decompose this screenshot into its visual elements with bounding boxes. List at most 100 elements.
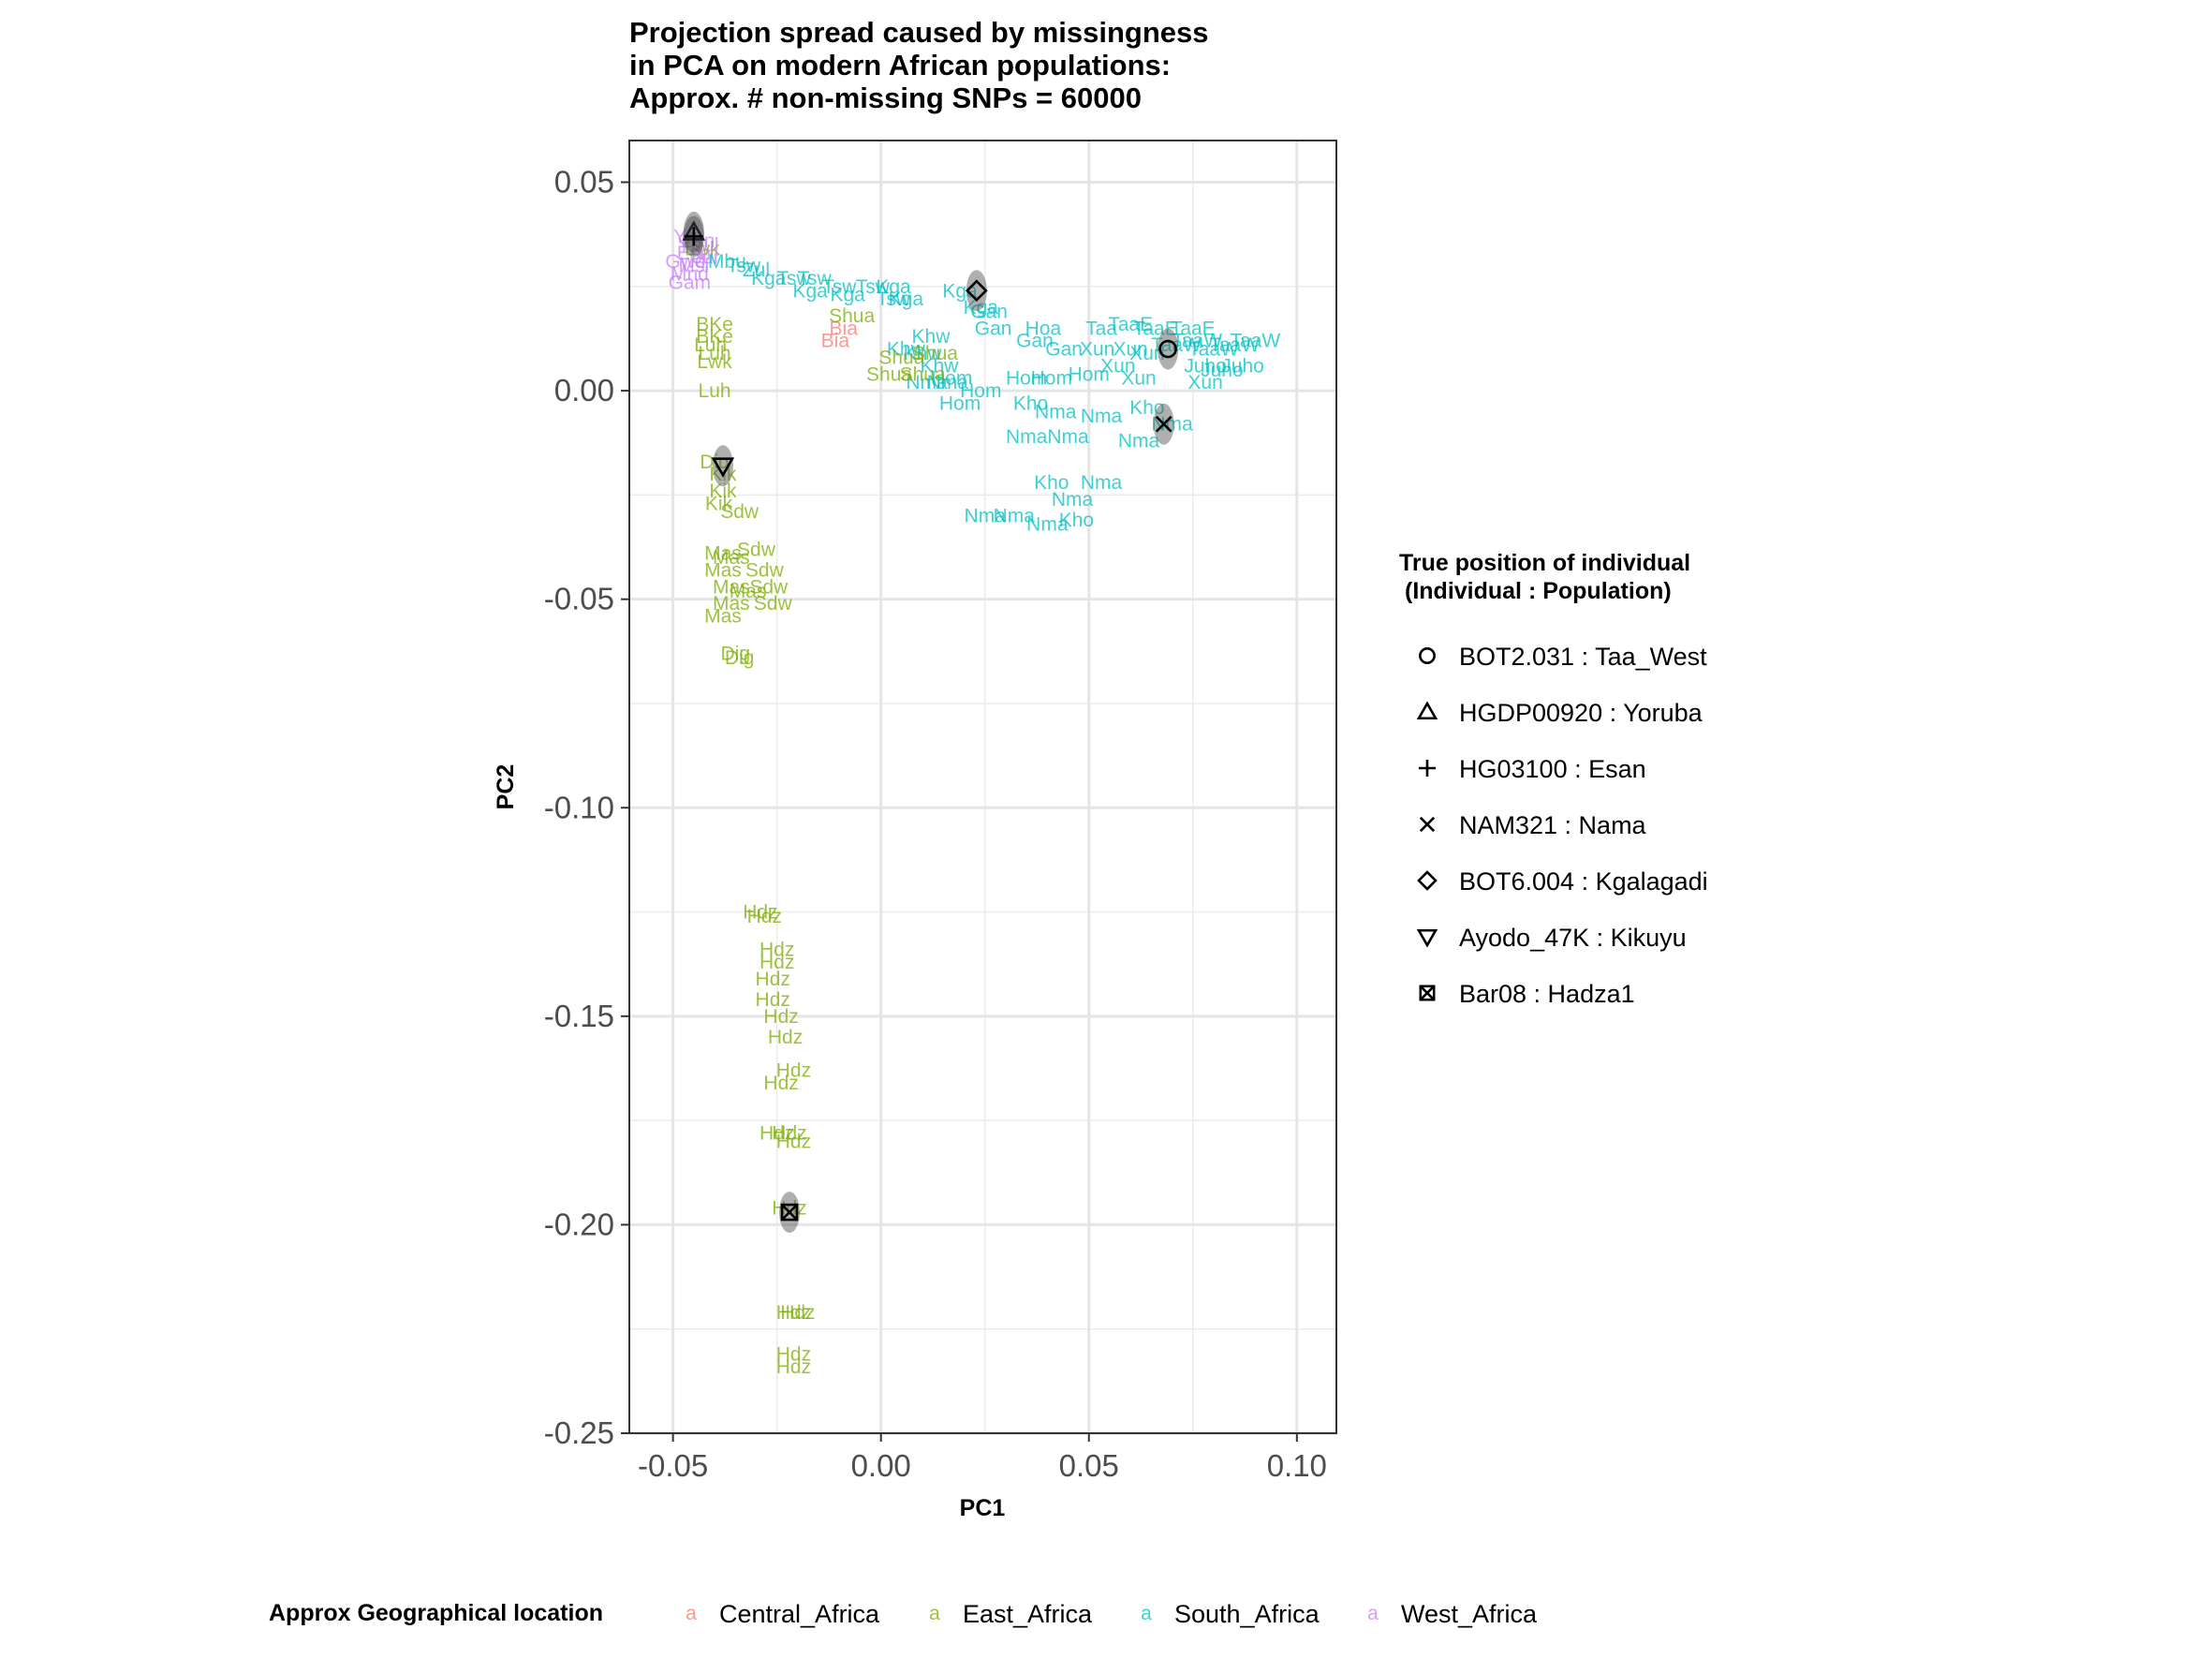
point-label: TaaE xyxy=(1171,318,1216,339)
point-label: Esn xyxy=(677,243,711,264)
point-label: Hdz xyxy=(776,1356,811,1378)
region-legend-key: a xyxy=(1141,1603,1152,1624)
point-label: TaaE xyxy=(1133,318,1178,339)
point-label: Xun xyxy=(1080,339,1114,361)
point-label: Zul xyxy=(743,259,770,281)
point-label: Hdz xyxy=(756,989,790,1011)
point-label: Mnd xyxy=(671,263,709,285)
point-label: Hdz xyxy=(759,940,794,961)
point-label: Kho xyxy=(1013,393,1048,414)
chart-title-line: Approx. # non-missing SNPs = 60000 xyxy=(629,81,1142,114)
point-label: Tsw xyxy=(822,276,857,298)
point-label: Sdw xyxy=(720,501,759,523)
y-tick-label: -0.15 xyxy=(544,999,614,1033)
legend-key-triangle-down xyxy=(1416,928,1438,948)
legend-key-diamond xyxy=(1417,870,1438,891)
point-label: Nma xyxy=(927,372,969,393)
point-label: Tsw xyxy=(798,268,833,289)
point-label: Hom xyxy=(960,380,1001,402)
individual-legend-label: BOT6.004 : Kgalagadi xyxy=(1459,867,1708,896)
point-label: Xun xyxy=(1121,368,1156,390)
point-label: Sdw xyxy=(749,576,789,598)
y-tick-label: -0.25 xyxy=(544,1415,614,1450)
region-legend-label: East_Africa xyxy=(963,1600,1093,1628)
point-label: Xun xyxy=(1113,339,1147,361)
point-label: Nma xyxy=(906,372,948,393)
legend-key-cross xyxy=(1419,816,1436,833)
point-label: Shua xyxy=(912,343,958,364)
point-label: Tsw xyxy=(727,256,761,277)
point-label: Nma xyxy=(1081,472,1123,494)
point-label: Gan xyxy=(1045,339,1083,361)
point-label: TaaW xyxy=(1188,339,1239,361)
point-label: TaaW xyxy=(1172,331,1222,352)
point-label: Gwd xyxy=(665,251,705,273)
point-label: Luh xyxy=(694,334,727,356)
point-label: Dig xyxy=(725,647,755,669)
chart-title: Projection spread caused by missingness i… xyxy=(629,16,1209,114)
point-label: Bia xyxy=(821,331,850,352)
point-label: Nma xyxy=(1151,414,1193,436)
true-position-markers xyxy=(682,211,1179,1234)
y-tick-label: -0.20 xyxy=(544,1207,614,1241)
point-label: Kga xyxy=(751,268,787,289)
point-label: Kho xyxy=(1034,472,1069,494)
point-label: Lwk xyxy=(697,351,732,373)
legend-key-square-cross xyxy=(1419,985,1436,1001)
plot-panel xyxy=(629,141,1336,1433)
point-label: Hdz xyxy=(743,902,777,924)
individual-legend-label: Bar08 : Hadza1 xyxy=(1459,980,1635,1008)
individual-legend-label: HGDP00920 : Yoruba xyxy=(1459,699,1703,727)
point-label: Khw xyxy=(920,355,959,377)
y-tick-label: 0.00 xyxy=(554,373,614,407)
point-label: Mas xyxy=(704,560,742,582)
region-legend-key: a xyxy=(686,1603,697,1624)
point-label: Kga xyxy=(876,276,911,298)
point-label: Taa xyxy=(1085,318,1117,339)
point-label: Hdz xyxy=(763,1073,798,1094)
true-position-marker xyxy=(1155,415,1172,433)
point-label: TaaE xyxy=(1108,314,1153,335)
x-axis-label: PC1 xyxy=(960,1495,1006,1521)
legend-key-triangle-up xyxy=(1416,701,1438,720)
point-label: Kga xyxy=(889,289,924,310)
individual-legend-label: Ayodo_47K : Kikuyu xyxy=(1459,924,1687,952)
point-label: Kga xyxy=(830,285,865,306)
point-label: Sdw xyxy=(754,593,793,615)
point-label: Hdz xyxy=(747,906,782,927)
x-tick-label: 0.05 xyxy=(1059,1448,1119,1483)
y-tick-label: -0.10 xyxy=(544,790,614,824)
chart-title-line: Projection spread caused by missingness xyxy=(629,16,1209,49)
point-label: Shua xyxy=(829,305,875,327)
point-label: Hdz xyxy=(759,1122,794,1144)
point-label: Tsw xyxy=(856,276,891,298)
point-label: Nma xyxy=(994,506,1036,527)
point-label: Nma xyxy=(1052,489,1094,511)
individual-legend-label: BOT2.031 : Taa_West xyxy=(1459,643,1707,671)
point-label: Hdz xyxy=(772,1122,806,1144)
point-label: Xun xyxy=(1100,355,1135,377)
point-label: Kga xyxy=(964,297,999,318)
point-label: Juho xyxy=(1221,355,1264,377)
point-label: Kik xyxy=(705,493,733,514)
point-label: Shua xyxy=(900,363,946,385)
region-legend-label: South_Africa xyxy=(1174,1600,1320,1628)
point-label: Kga xyxy=(793,280,829,302)
point-label: BKe xyxy=(696,314,733,335)
point-label: Mas xyxy=(713,547,750,569)
point-label: Sdw xyxy=(745,560,785,582)
point-label: Nma xyxy=(1047,426,1089,448)
individual-legend-label: NAM321 : Nama xyxy=(1459,811,1647,839)
point-label: Tsw xyxy=(776,268,811,289)
point-label: Nma xyxy=(1035,401,1077,422)
x-tick-label: -0.05 xyxy=(638,1448,708,1483)
region-legend: Approx Geographical location a Central_Afr… xyxy=(269,1600,1538,1628)
point-label: Hdz xyxy=(776,1302,811,1324)
point-label: Luh xyxy=(699,380,731,402)
point-label: Hom xyxy=(931,368,972,390)
point-label: Mas xyxy=(704,605,742,627)
point-label: Xun xyxy=(1187,372,1222,393)
point-label: Nma xyxy=(1006,426,1048,448)
point-label: Hom xyxy=(1031,368,1072,390)
